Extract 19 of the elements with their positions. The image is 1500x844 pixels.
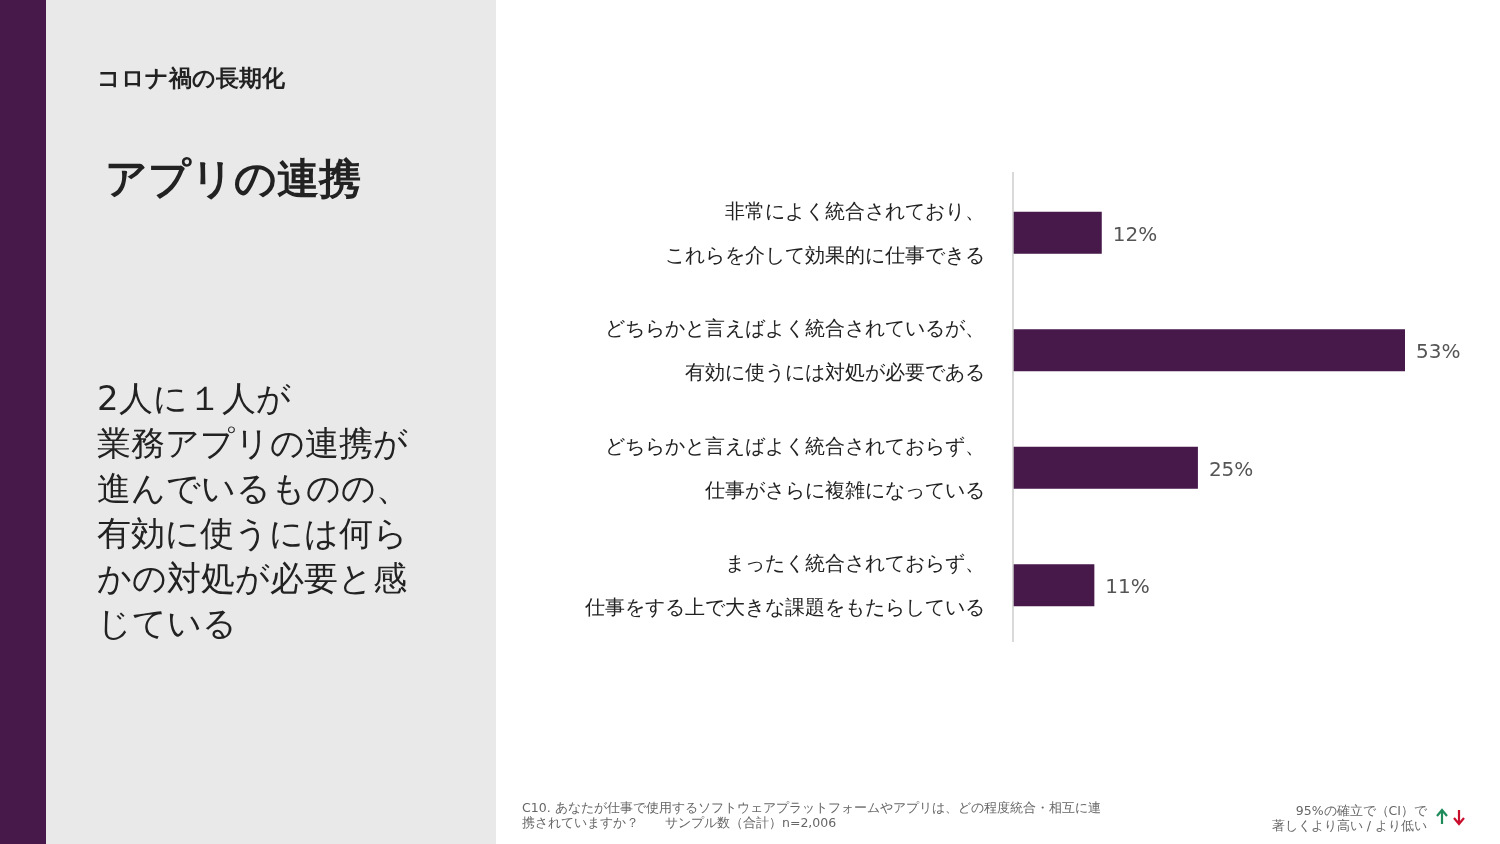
bar <box>1013 564 1095 607</box>
text: 業務アプリの連携が進んでいるものの、有効に使うには何らかの対処が必要と感じている <box>97 423 410 643</box>
text: 著しくより高い / より低い <box>1271 818 1427 833</box>
bar <box>1013 446 1198 489</box>
bar <box>1013 211 1102 254</box>
y-tick-label: どちらかと言えばよく統合されておらず、仕事がさらに複雑になっている <box>605 433 985 502</box>
bar <box>1013 329 1405 372</box>
data-label: 25% <box>1208 456 1254 481</box>
text: 95%の確立で（CI）で <box>1295 803 1428 818</box>
y-tick-label: 非常によく統合されており、これらを介して効果的に仕事できる <box>665 198 985 267</box>
y-tick-label: どちらかと言えばよく統合されているが、有効に使うには対処が必要である <box>605 316 985 385</box>
text: コロナ禍の長期化 <box>97 65 286 91</box>
data-label: 53% <box>1416 339 1461 364</box>
text: 2人に１人が <box>97 378 291 418</box>
text: アプリの連携 <box>105 154 361 203</box>
data-label: 11% <box>1105 574 1150 599</box>
y-tick-label: まったく統合されておらず、仕事をする上で大きな課題をもたらしている <box>584 551 985 620</box>
data-label: 12% <box>1112 221 1158 246</box>
text: C10. あなたが仕事で使用するソフトウェアプラットフォームやアプリは、どの程度統合・相互に連携されていますか？ サンプル数（合計）n=2,006 <box>522 800 1101 830</box>
